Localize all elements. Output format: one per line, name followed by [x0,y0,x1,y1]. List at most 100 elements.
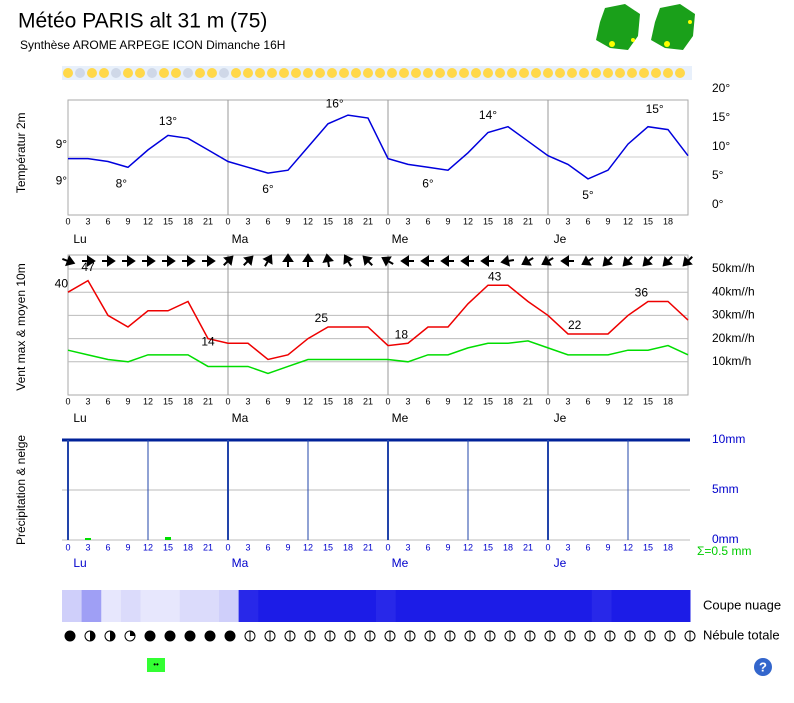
nebule-fill [185,631,195,641]
annotation: 9° [56,137,68,151]
day-label: Ma [232,232,249,246]
x-tick-label: 6 [105,216,110,226]
help-icon[interactable] [754,658,772,676]
y-tick-label: 10° [712,139,730,153]
x-tick-label: 6 [265,542,270,552]
bar [165,537,171,540]
cloud-cell [533,590,554,622]
cloud-cell [317,590,338,622]
nebule-symbol [364,630,376,642]
x-tick-label: 18 [183,216,193,226]
wind-arrow [662,256,673,267]
nebule-symbol [224,630,236,642]
cloud-cell [474,590,495,622]
wind-arrow [302,253,314,267]
wind-arrow [440,255,454,267]
nebule-symbol [424,630,436,642]
nebule-symbol [64,630,76,642]
cloud-cell [552,590,573,622]
cloud-cell [395,590,416,622]
x-tick-label: 21 [363,216,373,226]
sun [339,68,349,78]
cloud-cell [670,590,691,622]
x-tick-label: 3 [405,216,410,226]
x-tick-label: 18 [183,542,193,552]
wind-arrow [202,255,216,267]
wind-arrow [262,254,273,267]
cloud-cell [219,590,240,622]
data-line [68,114,689,180]
x-tick-label: 9 [445,396,450,406]
x-tick-label: 21 [203,216,213,226]
nebule-symbol [644,630,656,642]
x-tick-label: 9 [125,542,130,552]
day-label: Me [392,556,409,570]
wind-arrow [223,255,234,266]
x-tick-label: 3 [245,216,250,226]
annotation: 6° [262,182,274,196]
cloud-cell [179,590,200,622]
wind-arrow [560,255,574,267]
title: Météo PARIS alt 31 m (75) [18,10,267,33]
x-tick-label: 18 [503,396,513,406]
x-tick-label: 0 [545,216,550,226]
sun [123,68,133,78]
x-tick-label: 12 [143,542,153,552]
nebule-symbol [184,630,196,642]
x-tick-label: 3 [85,216,90,226]
sun [459,68,469,78]
nebule-symbol [284,630,296,642]
sun [555,68,565,78]
x-tick-label: 21 [523,216,533,226]
data-line [67,279,689,361]
y-axis-title: Températur 2m [14,112,28,193]
cloud-cell [434,590,455,622]
x-tick-label: 0 [65,216,70,226]
nebule-symbol [524,630,536,642]
x-tick-label: 9 [125,216,130,226]
cloud-cell [631,590,652,622]
nebule-symbol [84,630,96,642]
x-tick-label: 15 [643,396,653,406]
legend-icon[interactable] [147,658,165,672]
nebule-fill [65,631,75,641]
sun [291,68,301,78]
x-tick-label: 9 [125,396,130,406]
x-tick-label: 0 [65,396,70,406]
nebule-symbol [264,630,276,642]
sun [435,68,445,78]
cloud-cell [81,590,102,622]
wind-arrow [521,255,534,266]
sun [579,68,589,78]
day-label: Lu [73,411,86,425]
nebule-symbol [104,630,116,642]
cloud-cut-label: Coupe nuage [703,597,781,612]
wind-arrow [362,255,373,266]
cloud-cell [297,590,318,622]
x-tick-label: 12 [463,396,473,406]
annotation: 8° [116,176,128,190]
bar [85,538,91,540]
subtitle: Synthèse AROME ARPEGE ICON Dimanche 16H [20,38,285,52]
nebule-symbol [484,630,496,642]
cloud-cell [336,590,357,622]
france-maps [596,4,695,50]
x-tick-label: 18 [663,396,673,406]
sun [195,68,205,78]
x-tick-label: 3 [85,396,90,406]
sun [591,68,601,78]
annotation: 22 [568,318,582,332]
x-tick-label: 9 [445,542,450,552]
nebule-symbol [344,630,356,642]
y-tick-label: 10mm [712,432,745,446]
nebule-symbol [244,630,256,642]
nebule-symbol [604,630,616,642]
nebule-symbol [444,630,456,642]
nebule-symbol [564,630,576,642]
x-tick-label: 15 [323,396,333,406]
y-tick-label: 30km//h [712,308,755,322]
x-tick-label: 3 [565,542,570,552]
y-tick-label: 10km/h [712,354,751,368]
x-tick-label: 15 [163,542,173,552]
